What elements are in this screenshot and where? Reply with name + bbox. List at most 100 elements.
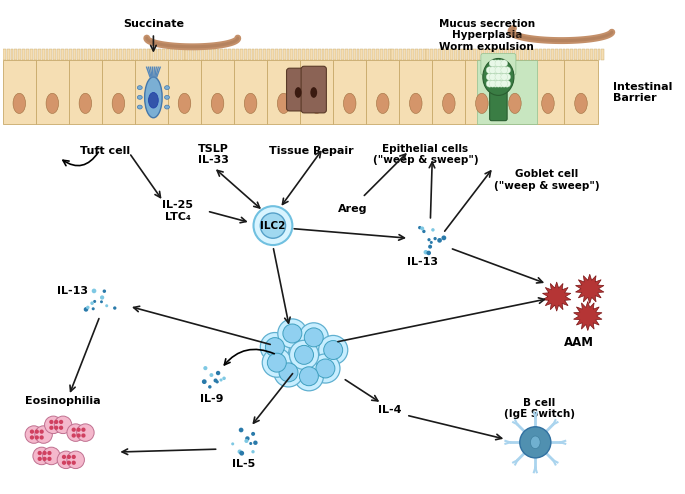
FancyBboxPatch shape	[301, 66, 326, 113]
Bar	[7, 49, 10, 60]
Circle shape	[54, 420, 58, 424]
Bar	[286, 49, 290, 60]
Circle shape	[35, 426, 52, 443]
Bar	[318, 49, 321, 60]
Text: TSLP
IL-33: TSLP IL-33	[198, 144, 229, 165]
Bar	[275, 49, 278, 60]
Circle shape	[59, 420, 63, 424]
Circle shape	[42, 457, 47, 461]
Circle shape	[428, 245, 432, 248]
Ellipse shape	[79, 93, 92, 114]
Circle shape	[489, 60, 496, 67]
Bar	[240, 49, 242, 60]
Bar	[432, 60, 465, 124]
Text: Mucus secretion
Hyperplasia
Worm expulsion: Mucus secretion Hyperplasia Worm expulsi…	[438, 19, 535, 52]
Ellipse shape	[443, 93, 455, 114]
Bar	[244, 49, 247, 60]
Bar	[543, 49, 546, 60]
Ellipse shape	[145, 77, 162, 118]
Bar	[73, 49, 75, 60]
Circle shape	[47, 457, 51, 461]
Bar	[201, 60, 234, 124]
Circle shape	[33, 447, 51, 465]
Circle shape	[486, 81, 493, 87]
Circle shape	[239, 451, 244, 455]
Circle shape	[25, 426, 42, 443]
Circle shape	[431, 228, 435, 232]
Bar	[465, 49, 469, 60]
Circle shape	[66, 455, 71, 459]
Bar	[84, 49, 87, 60]
Circle shape	[498, 81, 505, 87]
Bar	[407, 49, 410, 60]
Circle shape	[245, 439, 249, 443]
Text: IL-4: IL-4	[378, 405, 401, 415]
Bar	[465, 60, 499, 124]
Ellipse shape	[410, 93, 422, 114]
Circle shape	[251, 450, 255, 453]
Bar	[555, 49, 558, 60]
Polygon shape	[543, 282, 571, 311]
Bar	[481, 49, 484, 60]
Circle shape	[49, 420, 53, 424]
Bar	[547, 49, 550, 60]
Bar	[427, 49, 429, 60]
Bar	[300, 60, 333, 124]
Ellipse shape	[13, 93, 25, 114]
FancyBboxPatch shape	[490, 89, 507, 121]
Circle shape	[486, 74, 493, 81]
Bar	[399, 60, 432, 124]
Bar	[108, 49, 111, 60]
Circle shape	[216, 380, 219, 383]
Bar	[376, 49, 379, 60]
Circle shape	[260, 213, 286, 238]
Circle shape	[492, 81, 499, 87]
Circle shape	[498, 67, 505, 74]
Bar	[3, 60, 36, 124]
Bar	[260, 49, 262, 60]
Text: IL-9: IL-9	[200, 394, 223, 404]
Ellipse shape	[211, 93, 224, 114]
Bar	[36, 60, 69, 124]
Circle shape	[498, 60, 505, 67]
Bar	[38, 49, 40, 60]
Circle shape	[214, 378, 218, 382]
Bar	[360, 49, 363, 60]
Bar	[81, 49, 84, 60]
Bar	[442, 49, 445, 60]
Circle shape	[42, 447, 60, 465]
Circle shape	[304, 328, 323, 347]
Bar	[562, 49, 565, 60]
Circle shape	[249, 442, 252, 445]
Circle shape	[77, 433, 81, 438]
Bar	[139, 49, 142, 60]
Circle shape	[71, 460, 76, 465]
Circle shape	[219, 378, 223, 381]
Ellipse shape	[164, 95, 169, 99]
Bar	[212, 49, 216, 60]
Polygon shape	[575, 274, 604, 303]
Bar	[77, 49, 79, 60]
Circle shape	[498, 74, 505, 81]
Bar	[488, 49, 492, 60]
Bar	[170, 49, 173, 60]
Bar	[65, 49, 68, 60]
Circle shape	[92, 288, 97, 293]
Ellipse shape	[295, 87, 301, 98]
Text: IL-25
LTC₄: IL-25 LTC₄	[162, 200, 193, 222]
Circle shape	[501, 67, 508, 74]
Circle shape	[238, 450, 242, 454]
Text: B cell
(IgE Switch): B cell (IgE Switch)	[503, 398, 575, 419]
Circle shape	[245, 436, 249, 441]
Bar	[419, 49, 421, 60]
Bar	[333, 49, 336, 60]
Circle shape	[202, 379, 207, 384]
Circle shape	[67, 451, 84, 469]
Bar	[508, 49, 511, 60]
Bar	[430, 49, 434, 60]
Text: IL-13: IL-13	[407, 256, 438, 267]
Bar	[18, 49, 21, 60]
Circle shape	[489, 81, 496, 87]
Bar	[392, 49, 395, 60]
Bar	[221, 49, 223, 60]
